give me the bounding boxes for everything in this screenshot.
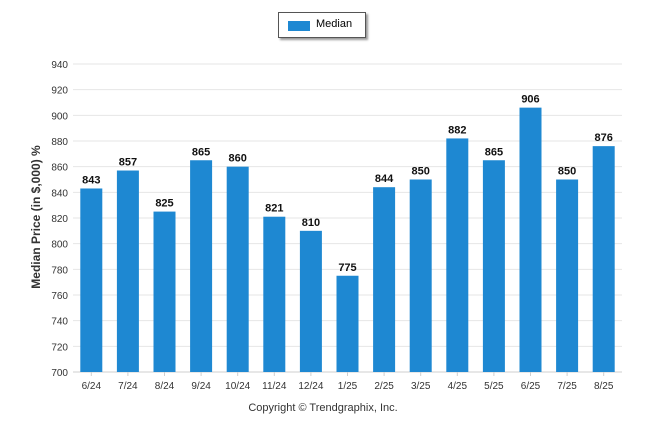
legend-swatch-median <box>288 21 310 31</box>
bar-9-24 <box>190 160 213 372</box>
data-label: 821 <box>265 203 283 215</box>
data-label: 857 <box>119 157 137 169</box>
y-tick-label: 720 <box>51 342 68 353</box>
y-tick-label: 760 <box>51 291 68 302</box>
bar-6-25 <box>519 107 542 372</box>
copyright-text: Copyright © Trendgraphix, Inc. <box>248 402 398 414</box>
x-tick-label: 8/25 <box>594 381 614 392</box>
y-tick-label: 820 <box>51 214 68 225</box>
bar-7-24 <box>116 170 139 372</box>
data-label: 850 <box>412 166 430 178</box>
bar-12-24 <box>299 230 322 372</box>
y-tick-label: 780 <box>51 265 68 276</box>
bar-6-24 <box>80 188 103 372</box>
bar-3-25 <box>409 179 432 372</box>
data-label: 865 <box>485 146 503 158</box>
bar-8-24 <box>153 211 176 372</box>
bar-8-25 <box>592 146 615 372</box>
data-label: 775 <box>338 262 356 274</box>
y-tick-label: 900 <box>51 111 68 122</box>
data-label: 865 <box>192 146 210 158</box>
y-tick-label: 740 <box>51 317 68 328</box>
data-label: 843 <box>82 174 100 186</box>
y-tick-label: 920 <box>51 86 68 97</box>
bar-2-25 <box>373 187 396 372</box>
data-label: 810 <box>302 217 320 229</box>
bar-10-24 <box>226 166 249 372</box>
data-label: 860 <box>229 153 247 165</box>
data-label: 906 <box>521 94 539 106</box>
x-tick-label: 3/25 <box>411 381 431 392</box>
chart-legend: Median <box>278 12 366 38</box>
bar-1-25 <box>336 275 359 372</box>
x-tick-label: 8/24 <box>155 381 175 392</box>
x-tick-label: 7/25 <box>557 381 577 392</box>
data-label: 882 <box>448 124 466 136</box>
data-label: 876 <box>595 132 613 144</box>
data-label: 850 <box>558 166 576 178</box>
x-tick-label: 12/24 <box>298 381 323 392</box>
bar-7-25 <box>556 179 579 372</box>
y-tick-label: 880 <box>51 137 68 148</box>
bar-4-25 <box>446 138 469 372</box>
x-tick-label: 7/24 <box>118 381 138 392</box>
x-tick-label: 5/25 <box>484 381 504 392</box>
x-tick-label: 1/25 <box>338 381 358 392</box>
x-tick-label: 9/24 <box>191 381 211 392</box>
x-tick-label: 2/25 <box>374 381 394 392</box>
y-tick-label: 700 <box>51 368 68 379</box>
y-tick-label: 940 <box>51 60 68 71</box>
data-label: 825 <box>155 198 173 210</box>
bar-5-25 <box>482 160 505 372</box>
y-tick-label: 800 <box>51 240 68 251</box>
y-tick-label: 860 <box>51 163 68 174</box>
y-tick-label: 840 <box>51 188 68 199</box>
x-tick-label: 11/24 <box>262 381 287 392</box>
x-tick-label: 6/25 <box>521 381 541 392</box>
x-tick-label: 10/24 <box>225 381 250 392</box>
legend-label-median: Median <box>316 18 353 30</box>
x-tick-label: 6/24 <box>82 381 102 392</box>
bar-11-24 <box>263 216 286 372</box>
data-label: 844 <box>375 173 394 185</box>
x-tick-label: 4/25 <box>448 381 468 392</box>
